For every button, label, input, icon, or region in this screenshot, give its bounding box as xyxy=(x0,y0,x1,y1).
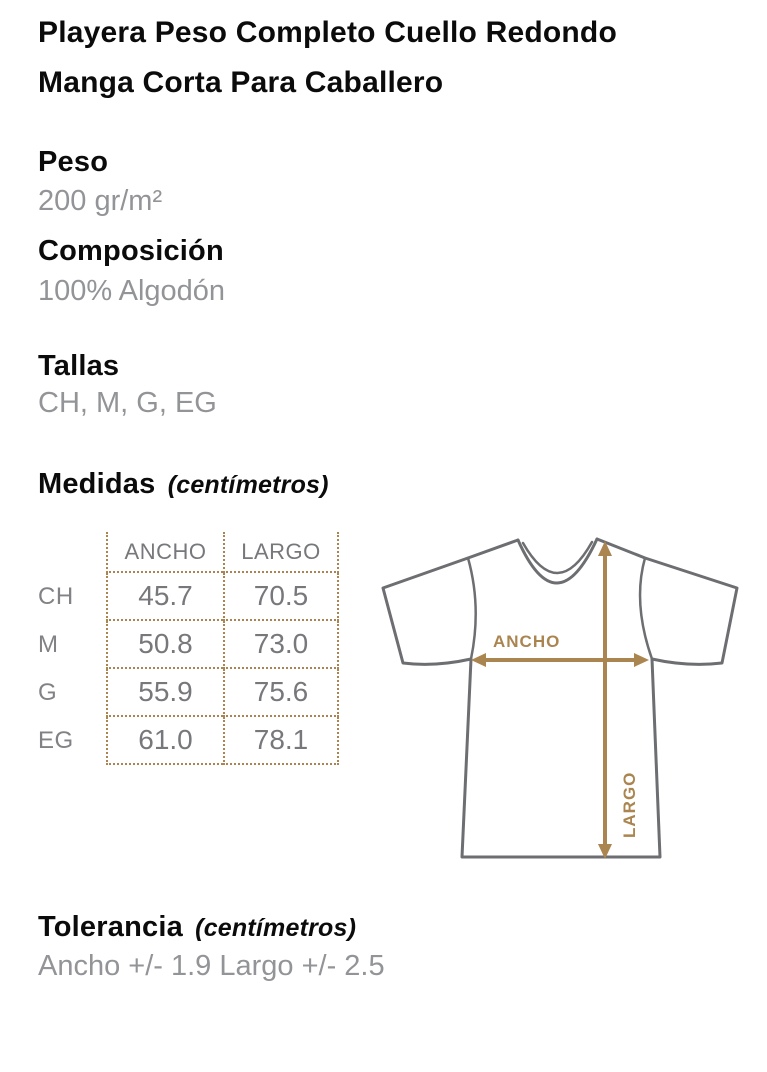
tolerancia-heading-label: Tolerancia xyxy=(38,911,183,943)
composicion-heading: Composición xyxy=(38,235,224,267)
tshirt-measurement-diagram: ANCHO LARGO xyxy=(381,537,739,859)
tolerancia-value: Ancho +/- 1.9 Largo +/- 2.5 xyxy=(38,950,385,982)
medidas-heading-label: Medidas xyxy=(38,468,156,500)
tallas-heading: Tallas xyxy=(38,350,120,382)
peso-value: 200 gr/m² xyxy=(38,185,163,217)
tolerancia-heading-unit: (centímetros) xyxy=(195,914,357,942)
right-sleeve-seam xyxy=(638,556,654,661)
size-table-cell-largo: 78.1 xyxy=(223,717,339,765)
ancho-arrow xyxy=(471,653,649,667)
largo-arrow xyxy=(598,541,612,859)
size-table-cell-ancho: 50.8 xyxy=(106,621,223,669)
size-table-cell-ancho: 55.9 xyxy=(106,669,223,717)
ancho-dimension-label: ANCHO xyxy=(493,632,560,651)
composicion-value: 100% Algodón xyxy=(38,275,226,307)
size-table-header-ancho: ANCHO xyxy=(106,532,223,573)
size-table-row-label: M xyxy=(38,631,59,658)
size-table-cell-largo: 73.0 xyxy=(223,621,339,669)
size-table-cell-ancho: 61.0 xyxy=(106,717,223,765)
size-table-cell-largo: 75.6 xyxy=(223,669,339,717)
size-table: ANCHO LARGO CH 45.7 70.5 M 50.8 73.0 G 5… xyxy=(38,532,339,765)
medidas-heading-unit: (centímetros) xyxy=(167,471,329,499)
largo-dimension-label: LARGO xyxy=(620,772,639,838)
tshirt-outline xyxy=(381,537,739,859)
page-title-line1: Playera Peso Completo Cuello Redondo xyxy=(38,16,617,49)
size-table-row-label: CH xyxy=(38,583,74,610)
left-sleeve-seam xyxy=(466,556,477,661)
size-table-cell-ancho: 45.7 xyxy=(106,573,223,621)
page-title: Playera Peso Completo Cuello Redondo Man… xyxy=(38,8,617,108)
collar-outer-arc xyxy=(516,537,599,585)
tallas-value: CH, M, G, EG xyxy=(38,387,217,419)
size-table-cell-largo: 70.5 xyxy=(223,573,339,621)
collar-inner-arc xyxy=(521,540,594,575)
page-title-line2: Manga Corta Para Caballero xyxy=(38,66,444,99)
medidas-heading: Medidas (centímetros) xyxy=(38,467,329,502)
size-table-row-label: EG xyxy=(38,727,74,754)
size-table-header-largo: LARGO xyxy=(223,532,339,573)
size-table-corner xyxy=(38,532,106,573)
peso-heading: Peso xyxy=(38,146,109,178)
size-table-row-label: G xyxy=(38,679,58,706)
tolerancia-heading: Tolerancia (centímetros) xyxy=(38,910,356,945)
